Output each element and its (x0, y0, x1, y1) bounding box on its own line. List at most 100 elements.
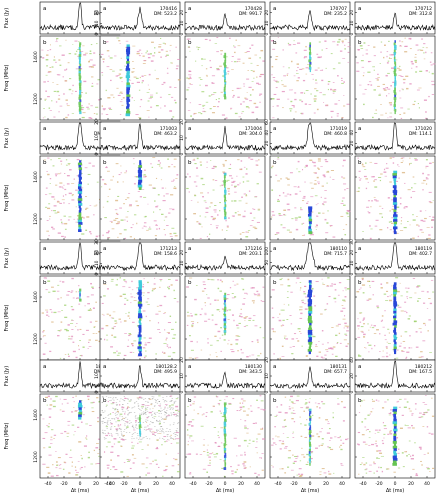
noise-speckle (212, 279, 215, 281)
noise-speckle (229, 287, 232, 289)
noise-speckle (114, 468, 118, 471)
noise-speckle (80, 51, 84, 52)
noise-speckle (55, 174, 57, 177)
burst-signal-cell (138, 165, 143, 168)
noise-speckle (363, 72, 365, 74)
x-tick-label: 0 (394, 481, 397, 487)
burst-signal-cell (126, 108, 130, 112)
noise-speckle (55, 61, 57, 63)
burst-signal-cell (224, 211, 227, 215)
noise-speckle (431, 218, 435, 221)
noise-speckle (75, 50, 78, 52)
noise-speckle (120, 429, 122, 431)
noise-speckle (152, 211, 155, 213)
noise-speckle (273, 442, 276, 444)
noise-speckle (403, 226, 407, 229)
noise-speckle (305, 90, 309, 92)
noise-speckle (66, 174, 70, 177)
noise-speckle (152, 417, 154, 418)
noise-speckle (101, 105, 103, 107)
freq-axis-label: Freq (MHz) (4, 423, 10, 450)
x-tick-label: -40 (104, 481, 111, 487)
noise-speckle (156, 429, 158, 431)
noise-speckle (155, 313, 159, 315)
noise-speckle (211, 112, 216, 114)
burst-signal-cell (138, 287, 142, 291)
noise-speckle (365, 53, 369, 55)
noise-speckle (299, 289, 301, 291)
burst-signal-cell (308, 453, 311, 457)
noise-speckle (237, 335, 241, 337)
noise-speckle (131, 71, 134, 73)
noise-speckle (115, 212, 118, 215)
noise-speckle (387, 398, 389, 401)
burst-signal-cell (78, 174, 82, 178)
noise-speckle (96, 43, 98, 45)
noise-speckle (226, 309, 228, 312)
panel-letter-b: b (43, 280, 47, 286)
noise-speckle (429, 302, 433, 305)
noise-speckle (186, 286, 190, 288)
noise-speckle (102, 432, 104, 433)
noise-speckle (125, 40, 129, 42)
burst-signal-cell (223, 450, 226, 454)
noise-speckle (45, 289, 48, 291)
noise-speckle (66, 105, 70, 107)
noise-speckle (142, 421, 145, 423)
noise-speckle (166, 72, 169, 74)
noise-speckle (115, 322, 118, 324)
noise-speckle (347, 51, 350, 53)
noise-speckle (138, 408, 140, 409)
noise-speckle (124, 413, 126, 415)
panel-letter-b: b (273, 160, 277, 166)
noise-speckle (332, 82, 335, 83)
noise-speckle (283, 214, 287, 216)
noise-speckle (151, 422, 153, 423)
noise-speckle (122, 439, 125, 441)
noise-speckle (386, 163, 388, 165)
flux-tick-label: 10 (94, 135, 100, 141)
noise-speckle (166, 344, 169, 345)
noise-speckle (75, 395, 77, 397)
burst-dm-label: DM: 304.0 (239, 131, 262, 137)
noise-speckle (246, 293, 249, 295)
noise-speckle (123, 279, 126, 281)
noise-speckle (218, 399, 222, 401)
noise-speckle (76, 218, 80, 220)
noise-speckle (357, 431, 361, 434)
burst-signal-cell (223, 412, 226, 415)
noise-speckle (357, 473, 360, 475)
noise-speckle (430, 433, 434, 435)
noise-speckle (366, 299, 370, 301)
noise-speckle (333, 472, 335, 474)
burst-signal-cell (78, 217, 82, 221)
noise-speckle (249, 212, 252, 214)
noise-speckle (364, 443, 368, 445)
noise-speckle (44, 342, 47, 344)
noise-speckle (343, 204, 346, 206)
noise-speckle (175, 438, 178, 440)
noise-speckle (376, 457, 379, 459)
burst-signal-cell (78, 214, 82, 218)
noise-speckle (123, 429, 126, 430)
noise-speckle (252, 440, 255, 442)
burst-signal-cell (309, 69, 312, 73)
burst-signal-cell (393, 298, 397, 302)
noise-speckle (414, 100, 416, 102)
noise-speckle (67, 420, 71, 422)
noise-speckle (155, 224, 158, 226)
noise-speckle (389, 433, 393, 435)
noise-speckle (219, 65, 222, 67)
noise-speckle (342, 307, 346, 309)
noise-speckle (111, 228, 115, 230)
noise-speckle (201, 91, 205, 93)
noise-speckle (242, 176, 245, 178)
noise-speckle (243, 326, 247, 327)
noise-speckle (206, 449, 208, 451)
noise-speckle (200, 425, 204, 427)
noise-speckle (367, 45, 370, 47)
noise-speckle (134, 420, 138, 422)
noise-speckle (162, 200, 166, 202)
noise-speckle (428, 319, 431, 321)
noise-speckle (119, 91, 123, 93)
